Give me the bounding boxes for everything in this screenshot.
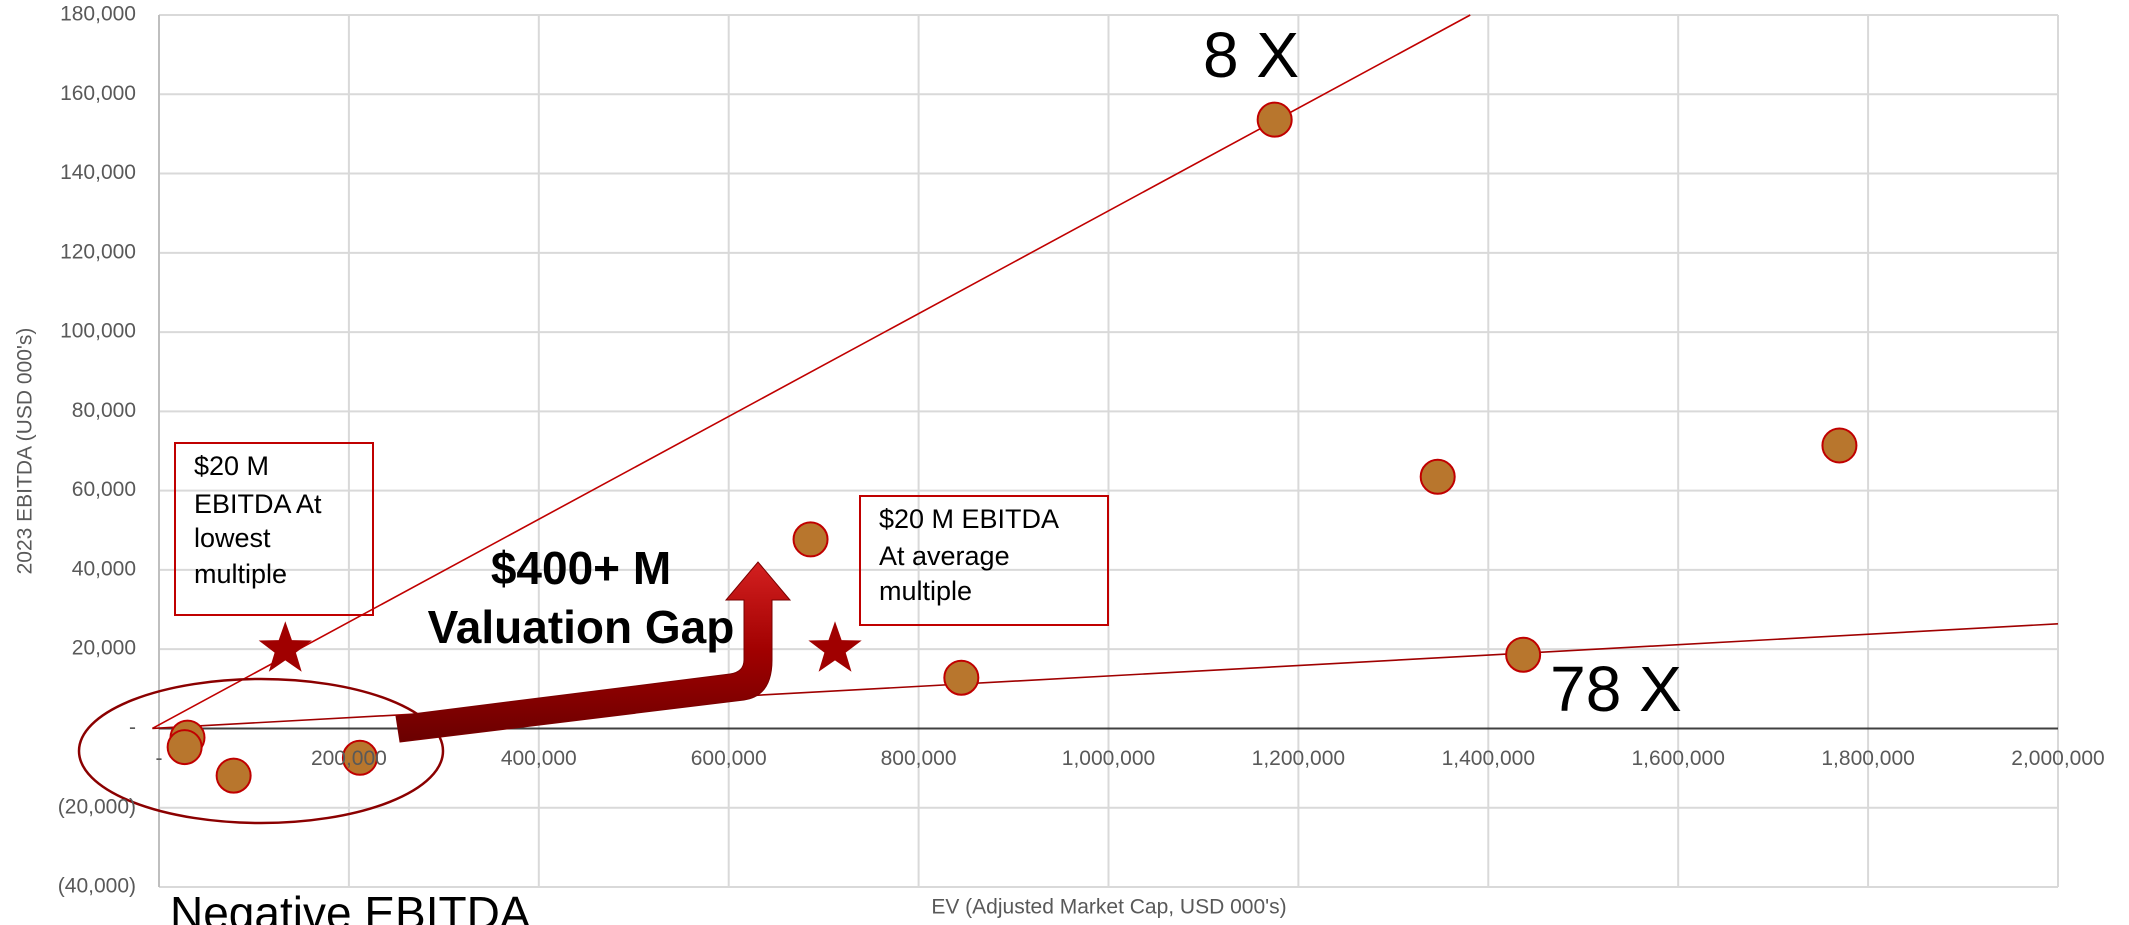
x-tick-label: 800,000 [881, 747, 957, 770]
note-text: $20 M [194, 451, 269, 481]
point [1821, 427, 1858, 464]
multiple-label: 78 X [1550, 653, 1682, 725]
note-text: multiple [194, 559, 287, 589]
x-tick-label: - [156, 747, 163, 770]
gap-text: $400+ M [491, 542, 671, 594]
x-tick-label: 2,000,000 [2011, 747, 2104, 770]
x-tick-label: 600,000 [691, 747, 767, 770]
point [943, 659, 980, 696]
point [792, 521, 829, 558]
note-text: EBITDA At [194, 489, 322, 519]
note-text: $20 M EBITDA [879, 504, 1059, 534]
x-tick-label: 1,400,000 [1442, 747, 1535, 770]
y-tick-label: 20,000 [72, 637, 136, 660]
star-marker [258, 621, 312, 672]
point [1505, 636, 1542, 673]
point [1256, 101, 1293, 138]
x-tick-label: 1,000,000 [1062, 747, 1155, 770]
point [341, 739, 378, 776]
x-tick-label: 400,000 [501, 747, 577, 770]
y-tick-label: 120,000 [60, 240, 136, 263]
note-box [174, 442, 374, 616]
y-tick-label: 40,000 [72, 557, 136, 580]
x-tick-label: 200,000 [311, 747, 387, 770]
y-axis-title: 2023 EBITDA (USD 000's) [14, 328, 37, 575]
y-tick-label: (20,000) [58, 795, 136, 818]
y-tick-label: 180,000 [60, 3, 136, 26]
y-tick-label: 140,000 [60, 161, 136, 184]
note-text: At average [879, 541, 1010, 571]
negative-label: Negative EBITDA [170, 887, 531, 925]
point [1419, 458, 1456, 495]
x-axis-title: EV (Adjusted Market Cap, USD 000's) [931, 896, 1286, 919]
y-tick-label: 160,000 [60, 82, 136, 105]
note-text: lowest [194, 523, 271, 553]
point [166, 729, 203, 766]
point [215, 757, 252, 794]
y-tick-label: 80,000 [72, 399, 136, 422]
star-marker [808, 621, 862, 672]
y-tick-label: (40,000) [58, 875, 136, 898]
y-tick-label: 100,000 [60, 320, 136, 343]
note-text: multiple [879, 576, 972, 606]
multiple-label: 8 X [1203, 19, 1299, 91]
gap-text: Valuation Gap [428, 601, 735, 653]
points [166, 101, 1858, 794]
x-tick-label: 1,200,000 [1252, 747, 1345, 770]
grid [158, 14, 2059, 888]
negative-ellipse [77, 677, 445, 825]
x-tick-label: 1,600,000 [1631, 747, 1724, 770]
x-tick-label: 1,800,000 [1821, 747, 1914, 770]
y-tick-label: 60,000 [72, 478, 136, 501]
gap-arrow [395, 561, 792, 743]
y-tick-label: - [129, 716, 136, 739]
note-box [859, 495, 1109, 626]
